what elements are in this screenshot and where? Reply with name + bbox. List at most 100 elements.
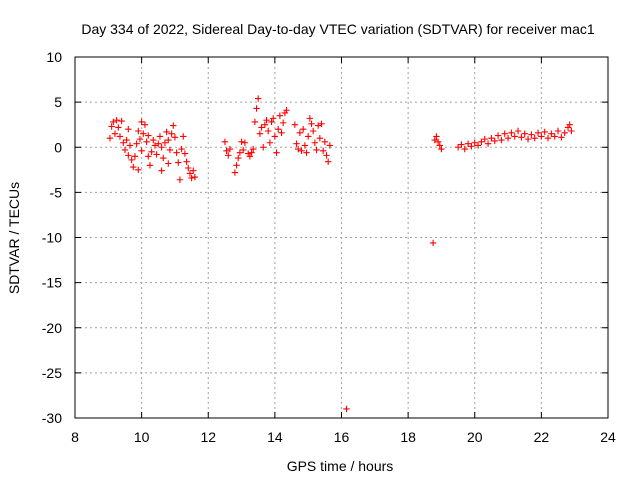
data-point (541, 128, 548, 136)
data-point (225, 152, 232, 159)
data-point (265, 127, 272, 135)
data-point (110, 118, 117, 126)
data-point (531, 135, 538, 142)
data-point (226, 145, 234, 153)
data-point (133, 140, 140, 147)
data-point (548, 130, 555, 137)
data-point (116, 133, 124, 140)
data-point (294, 145, 302, 153)
data-point (126, 142, 134, 149)
data-point (471, 139, 478, 146)
y-tick-label: 10 (46, 49, 62, 65)
data-point (544, 135, 552, 142)
data-point (429, 239, 437, 247)
data-point (185, 164, 192, 172)
data-point (484, 140, 492, 147)
y-tick-label: -25 (42, 365, 62, 381)
data-point (298, 147, 305, 155)
data-point (171, 134, 179, 141)
x-tick-label: 20 (467, 429, 483, 445)
data-point (293, 140, 300, 147)
data-point (188, 174, 195, 182)
data-point (178, 145, 185, 153)
data-point (111, 130, 119, 137)
data-point (323, 152, 330, 159)
data-point (309, 127, 317, 135)
data-point (165, 160, 172, 167)
data-point (135, 166, 142, 174)
data-point (140, 130, 147, 137)
data-point (121, 146, 129, 154)
y-tick-label: 5 (54, 94, 62, 110)
data-point (153, 151, 160, 158)
data-point (176, 176, 184, 183)
data-point (534, 129, 542, 137)
y-axis-label: SDTVAR / TECUs (6, 182, 22, 294)
x-tick-label: 14 (267, 429, 283, 445)
data-point (566, 121, 573, 128)
data-point (186, 170, 194, 177)
x-tick-label: 12 (200, 429, 216, 445)
data-point (190, 167, 197, 174)
data-point (521, 130, 528, 137)
data-point (301, 142, 309, 149)
data-point (260, 144, 267, 151)
data-point (255, 95, 262, 102)
data-point (528, 131, 535, 138)
data-point (313, 146, 320, 154)
data-point (303, 149, 310, 156)
x-tick-label: 16 (334, 429, 350, 445)
data-point (108, 123, 115, 130)
data-point (504, 135, 512, 142)
data-point (175, 159, 182, 166)
data-point (478, 138, 485, 146)
data-point (138, 147, 145, 155)
data-point (163, 128, 170, 136)
data-point (461, 145, 468, 153)
y-tick-label: -5 (50, 184, 63, 200)
data-point (135, 127, 142, 135)
data-point (494, 132, 502, 139)
data-point (270, 115, 277, 122)
x-axis-tick-labels: 8 10 12 14 16 18 20 22 24 (71, 429, 616, 445)
data-point (166, 146, 174, 154)
data-point (246, 153, 254, 160)
data-point (514, 127, 522, 135)
data-point (240, 146, 247, 154)
data-point (145, 153, 152, 160)
data-point (296, 129, 304, 137)
data-point (258, 124, 265, 131)
data-point (256, 130, 264, 137)
data-point (168, 130, 175, 137)
data-point (113, 116, 120, 124)
data-point (236, 149, 244, 156)
data-point (498, 136, 505, 144)
data-point (118, 117, 125, 125)
data-point (261, 121, 269, 128)
data-point (253, 105, 260, 112)
data-point (273, 149, 280, 156)
data-point (508, 129, 515, 137)
data-point (235, 154, 242, 162)
data-point (263, 116, 270, 124)
data-point (181, 150, 189, 157)
data-point (146, 162, 154, 169)
data-point (434, 138, 442, 146)
data-point (431, 136, 438, 144)
x-tick-label: 18 (400, 429, 416, 445)
data-point (291, 121, 299, 128)
data-point (511, 133, 518, 140)
data-point (150, 136, 157, 144)
data-point (326, 142, 334, 149)
x-tick-label: 10 (134, 429, 150, 445)
data-point (141, 121, 149, 128)
data-point (233, 162, 240, 169)
data-point (231, 169, 239, 176)
data-point (491, 137, 498, 145)
y-axis-tick-labels: 10 5 0 -5 -10 -15 -20 -25 -30 (42, 49, 62, 426)
data-point (128, 156, 135, 164)
data-point (280, 119, 287, 127)
x-tick-label: 24 (600, 429, 616, 445)
data-point (518, 134, 525, 141)
data-point (501, 130, 508, 137)
